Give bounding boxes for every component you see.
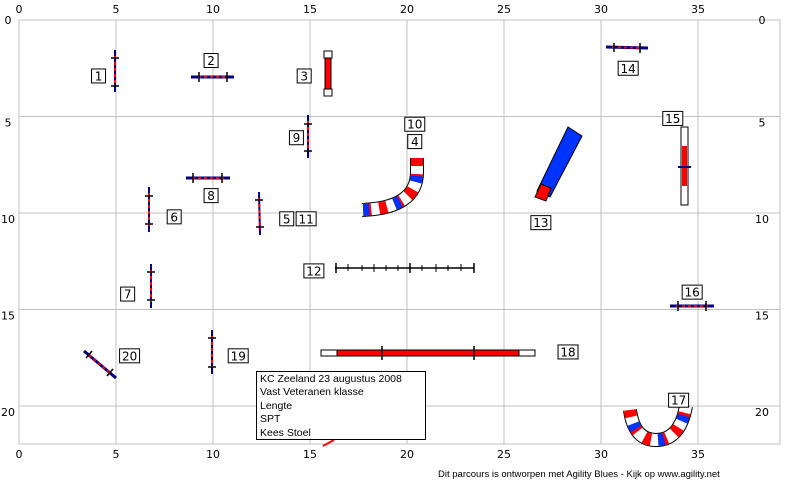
info-club-date: KC Zeeland 23 augustus 2008: [260, 373, 402, 385]
obstacle-number-10: 10: [404, 116, 426, 132]
svg-text:2: 2: [207, 54, 215, 68]
svg-text:16: 16: [685, 286, 700, 300]
x-tick-bottom: 5: [113, 448, 120, 461]
x-tick-bottom: 15: [303, 448, 317, 461]
y-tick-left: 0: [5, 14, 12, 27]
obstacle-number-16: 16: [681, 284, 703, 300]
x-tick-top: 0: [16, 3, 23, 16]
obstacle-number-8: 8: [203, 188, 219, 204]
obstacle-number-4: 4: [407, 134, 423, 150]
tunnel-17: [623, 404, 693, 448]
obstacle-number-15: 15: [662, 110, 684, 126]
svg-text:20: 20: [122, 349, 137, 363]
info-judge: Kees Stoel: [260, 426, 311, 439]
svg-text:7: 7: [124, 288, 132, 302]
walk-12: [335, 263, 475, 273]
obstacle-number-5: 5: [279, 211, 295, 227]
hurdle-9: [304, 115, 312, 158]
hurdle-5: [255, 191, 264, 236]
x-tick-bottom: 10: [206, 448, 220, 461]
wall-3: [323, 50, 333, 97]
y-tick-left: 15: [1, 310, 15, 323]
obstacle-number-2: 2: [203, 53, 219, 69]
hurdle-14: [605, 43, 649, 53]
svg-text:4: 4: [411, 135, 419, 149]
hurdle-1: [111, 50, 119, 92]
obstacle-number-14: 14: [617, 60, 639, 76]
svg-text:11: 11: [298, 212, 313, 226]
x-tick-bottom: 35: [691, 448, 705, 461]
y-tick-right: 15: [755, 310, 769, 323]
info-discipline: SPT: [260, 413, 281, 426]
svg-text:8: 8: [207, 189, 215, 203]
y-tick-left: 20: [1, 406, 15, 419]
tunnel-4: [361, 158, 424, 217]
obstacle-number-3: 3: [296, 68, 312, 84]
x-tick-top: 15: [303, 3, 317, 16]
obstacle-number-1: 1: [91, 68, 107, 84]
obstacle-number-7: 7: [120, 286, 136, 302]
svg-text:19: 19: [231, 349, 246, 363]
obstacle-number-18: 18: [557, 344, 579, 360]
svg-text:13: 13: [533, 216, 548, 230]
footer-credit: Dit parcours is ontworpen met Agility Bl…: [438, 469, 720, 480]
svg-text:10: 10: [407, 118, 422, 132]
svg-text:6: 6: [170, 210, 178, 224]
hurdle-7: [147, 264, 155, 308]
svg-text:15: 15: [665, 112, 680, 126]
svg-text:17: 17: [671, 394, 686, 408]
x-tick-top: 10: [206, 3, 220, 16]
obstacle-number-9: 9: [288, 130, 304, 146]
info-size: Lengte: [260, 399, 293, 412]
x-tick-top: 35: [691, 3, 705, 16]
wall-15: [678, 126, 691, 206]
obstacle-number-6: 6: [166, 209, 182, 225]
obstacle-number-20: 20: [119, 348, 141, 364]
svg-text:3: 3: [300, 69, 308, 83]
svg-text:9: 9: [293, 131, 301, 145]
x-tick-bottom: 25: [497, 448, 511, 461]
hurdle-19: [208, 330, 216, 374]
hurdle-6: [145, 187, 153, 232]
svg-text:12: 12: [306, 264, 321, 278]
svg-text:5: 5: [283, 212, 291, 226]
x-tick-top: 30: [594, 3, 608, 16]
obstacle-number-11: 11: [295, 211, 317, 227]
tunnel-13: [534, 126, 583, 202]
y-tick-right: 10: [755, 213, 769, 226]
obstacle-number-12: 12: [303, 263, 325, 279]
y-tick-left: 10: [1, 213, 15, 226]
hurdle-20: [83, 349, 117, 380]
svg-text:14: 14: [621, 62, 636, 76]
obstacle-number-17: 17: [668, 392, 690, 408]
x-tick-bottom: 20: [400, 448, 414, 461]
svg-text:1: 1: [95, 69, 103, 83]
hurdle-16: [670, 301, 714, 311]
hurdle-2: [191, 72, 234, 82]
x-tick-top: 20: [400, 3, 414, 16]
y-tick-left: 5: [5, 117, 12, 130]
obstacles: [83, 43, 714, 448]
marker-stub: [322, 439, 335, 447]
grid-border: [18, 19, 781, 445]
y-tick-right: 5: [759, 117, 766, 130]
obstacle-number-19: 19: [227, 348, 249, 364]
svg-text:18: 18: [560, 345, 575, 359]
info-class: Vast Veteranen klasse: [260, 386, 364, 399]
course-info-box: KC Zeeland 23 augustus 2008 Vast Veteran…: [256, 371, 426, 440]
x-tick-bottom: 0: [16, 448, 23, 461]
x-tick-top: 5: [113, 3, 120, 16]
dogwalk-18: [320, 346, 536, 360]
y-tick-right: 20: [755, 406, 769, 419]
y-tick-right: 0: [759, 14, 766, 27]
x-tick-bottom: 30: [594, 448, 608, 461]
obstacle-number-13: 13: [530, 215, 552, 231]
hurdle-8: [186, 173, 230, 183]
x-tick-top: 25: [497, 3, 511, 16]
